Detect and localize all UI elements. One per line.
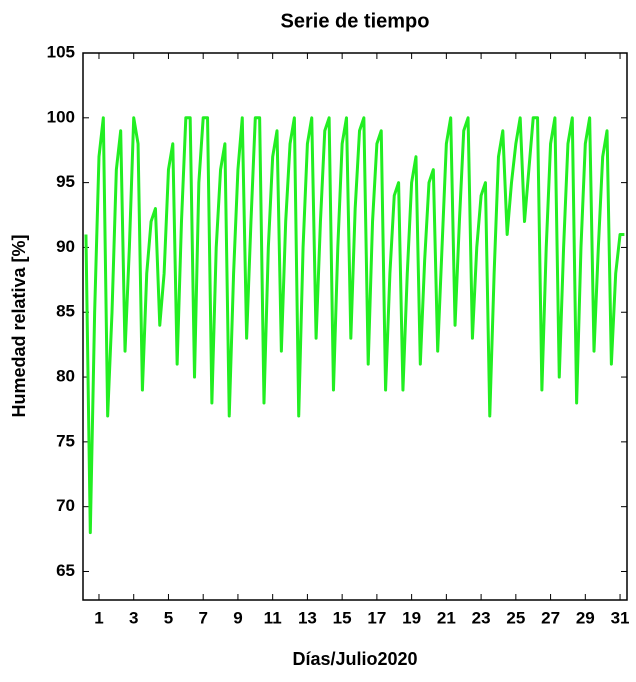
y-tick-label: 90 xyxy=(56,237,75,256)
x-tick-label: 29 xyxy=(576,608,595,627)
x-tick-label: 31 xyxy=(611,608,630,627)
y-axis-label: Humedad relativa [%] xyxy=(9,234,29,417)
y-tick-label: 65 xyxy=(56,561,75,580)
y-tick-label: 80 xyxy=(56,367,75,386)
y-tick-label: 95 xyxy=(56,172,75,191)
plot-frame xyxy=(82,52,628,601)
x-tick-label: 3 xyxy=(129,608,138,627)
y-tick-label: 85 xyxy=(56,302,75,321)
x-tick-label: 19 xyxy=(402,608,421,627)
x-tick-label: 15 xyxy=(333,608,352,627)
data-line xyxy=(84,116,625,535)
x-tick-label: 25 xyxy=(506,608,525,627)
x-axis-label: Días/Julio2020 xyxy=(292,649,417,669)
chart-title: Serie de tiempo xyxy=(281,10,430,32)
y-tick-label: 105 xyxy=(47,42,75,61)
x-tick-label: 21 xyxy=(437,608,456,627)
x-tick-label: 13 xyxy=(298,608,317,627)
x-tick-label: 11 xyxy=(264,608,282,627)
x-tick-label: 5 xyxy=(164,608,173,627)
x-tick-label: 7 xyxy=(198,608,207,627)
x-tick-label: 27 xyxy=(541,608,560,627)
x-tick-label: 1 xyxy=(94,608,103,627)
x-tick-label: 17 xyxy=(367,608,386,627)
x-tick-label: 9 xyxy=(233,608,242,627)
x-tick-label: 23 xyxy=(472,608,491,627)
y-tick-label: 75 xyxy=(56,431,75,450)
y-tick-label: 100 xyxy=(47,107,75,126)
y-tick-label: 70 xyxy=(56,496,75,515)
